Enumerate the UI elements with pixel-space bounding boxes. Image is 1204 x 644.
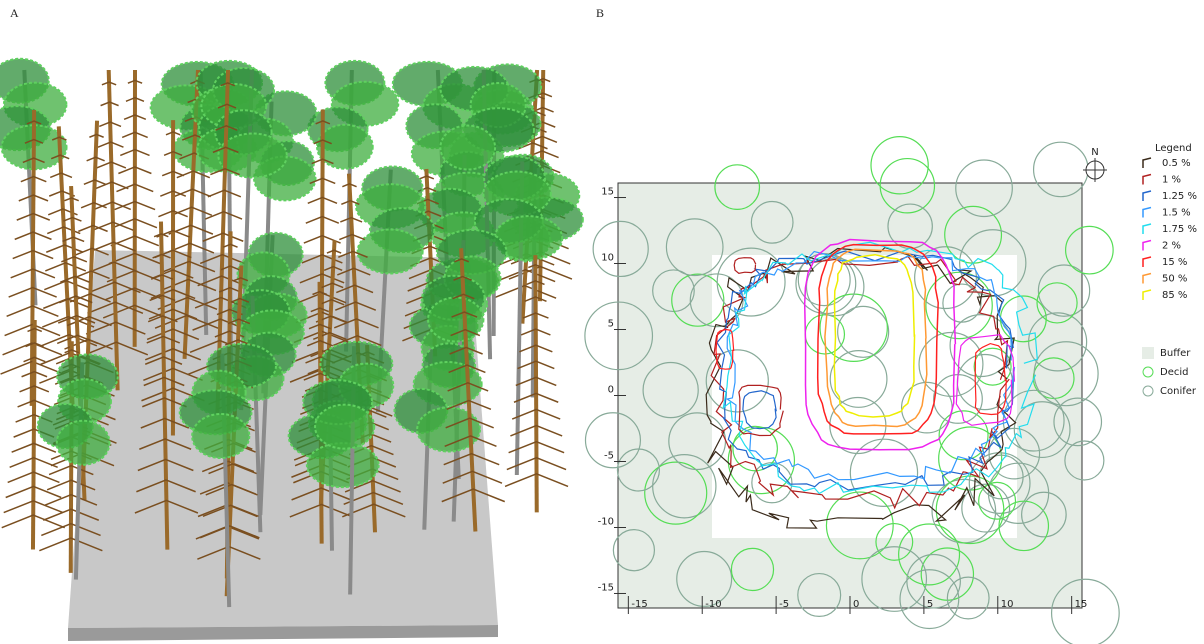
foliage	[317, 125, 373, 169]
x-tick-label: 5	[927, 599, 933, 610]
legend-swatch	[1143, 191, 1151, 201]
x-tick-label: 15	[1075, 599, 1088, 610]
legend-label: 1 %	[1162, 175, 1181, 186]
legend-swatch	[1142, 347, 1154, 359]
legend-label: 1.75 %	[1162, 224, 1197, 235]
x-tick-label: -15	[631, 599, 647, 610]
legend-swatch	[1143, 386, 1153, 396]
y-tick-label: 0	[608, 385, 614, 396]
x-tick-label: 10	[1001, 599, 1014, 610]
plot-core	[712, 255, 1017, 538]
map-panel: -15 -10 -5 0 5 10 15 15 10 5 0 -5 -10 -15 N Legend 0.5 %…	[585, 137, 1197, 644]
y-tick-label: -15	[598, 582, 614, 593]
y-tick-label: 10	[601, 253, 614, 264]
legend-swatch	[1143, 367, 1153, 377]
figure: A B -15 -10 -5 0 5 10 15 15 10 5 0 -5 -10 -15 N Legend 0…	[0, 0, 1204, 644]
foliage	[307, 443, 379, 487]
legend-label: 1.25 %	[1162, 191, 1197, 202]
legend-label: 0.5 %	[1162, 158, 1191, 169]
y-tick-label: 5	[608, 319, 614, 330]
legend-label: Buffer	[1160, 348, 1191, 359]
panel-label: B	[596, 6, 604, 20]
legend-label: 50 %	[1162, 274, 1187, 285]
legend-swatch	[1143, 158, 1151, 168]
legend-label: 1.5 %	[1162, 208, 1191, 219]
y-tick-label: 15	[601, 187, 614, 198]
tree	[505, 255, 568, 512]
x-tick-label: -10	[705, 599, 721, 610]
legend-swatch	[1143, 274, 1151, 284]
foliage	[57, 421, 110, 465]
legend-title: Legend	[1155, 143, 1192, 154]
compass-label: N	[1091, 147, 1098, 158]
legend-swatch	[1143, 208, 1151, 218]
foliage	[358, 229, 423, 273]
legend-swatch	[1143, 241, 1151, 251]
x-tick-label: 0	[853, 599, 859, 610]
legend-label: Conifer	[1160, 386, 1197, 397]
legend-swatch	[1143, 290, 1151, 300]
y-tick-label: -10	[598, 516, 614, 527]
legend-label: Decid	[1160, 367, 1188, 378]
foliage	[192, 414, 249, 458]
legend-label: 85 %	[1162, 290, 1187, 301]
panel-label: A	[10, 6, 19, 20]
x-tick-label: -5	[779, 599, 789, 610]
foliage	[428, 298, 483, 342]
legend-label: 2 %	[1162, 241, 1181, 252]
foliage	[315, 405, 374, 449]
legend-label: 15 %	[1162, 257, 1187, 268]
y-tick-label: -5	[604, 450, 614, 461]
legend-swatch	[1143, 175, 1151, 185]
foliage	[440, 126, 495, 170]
legend-swatch	[1143, 224, 1151, 234]
crown	[1052, 579, 1120, 644]
legend-swatch	[1143, 257, 1151, 267]
forest-render	[0, 59, 583, 641]
